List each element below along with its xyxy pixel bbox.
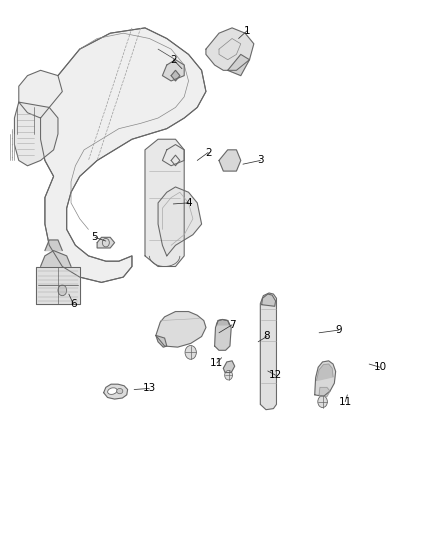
- Polygon shape: [315, 361, 336, 397]
- Text: 4: 4: [185, 198, 192, 208]
- Text: 8: 8: [264, 332, 270, 342]
- Polygon shape: [41, 28, 206, 282]
- Polygon shape: [223, 361, 235, 373]
- Polygon shape: [41, 251, 71, 266]
- Polygon shape: [14, 102, 58, 166]
- Polygon shape: [219, 150, 241, 171]
- Text: 10: 10: [374, 362, 387, 372]
- Polygon shape: [216, 319, 230, 325]
- Polygon shape: [156, 335, 167, 347]
- Polygon shape: [19, 70, 62, 118]
- Polygon shape: [215, 319, 231, 350]
- Polygon shape: [36, 266, 80, 304]
- Polygon shape: [171, 70, 180, 81]
- Polygon shape: [162, 144, 184, 166]
- Text: 9: 9: [336, 325, 342, 335]
- Polygon shape: [261, 294, 276, 306]
- Polygon shape: [104, 384, 127, 399]
- Polygon shape: [206, 28, 254, 70]
- Polygon shape: [317, 364, 333, 381]
- Polygon shape: [162, 60, 184, 81]
- Circle shape: [318, 396, 327, 408]
- Text: 2: 2: [205, 148, 212, 158]
- Circle shape: [185, 345, 196, 359]
- Text: 12: 12: [269, 370, 282, 380]
- Ellipse shape: [108, 388, 117, 394]
- Text: 11: 11: [210, 358, 223, 368]
- Polygon shape: [228, 54, 250, 76]
- Polygon shape: [45, 240, 62, 251]
- Polygon shape: [319, 387, 330, 397]
- Text: 6: 6: [70, 298, 77, 309]
- Text: 5: 5: [92, 232, 98, 243]
- Polygon shape: [156, 312, 206, 347]
- Text: 2: 2: [170, 55, 177, 64]
- Polygon shape: [171, 155, 180, 166]
- Polygon shape: [260, 293, 276, 410]
- Circle shape: [58, 285, 67, 296]
- Polygon shape: [97, 237, 115, 248]
- Text: 13: 13: [143, 383, 156, 393]
- Text: 7: 7: [229, 320, 235, 330]
- Text: 11: 11: [339, 397, 352, 407]
- Polygon shape: [158, 187, 201, 256]
- Text: 1: 1: [244, 26, 251, 36]
- Text: 3: 3: [257, 156, 264, 165]
- Circle shape: [225, 370, 233, 380]
- Ellipse shape: [117, 389, 123, 394]
- Polygon shape: [145, 139, 184, 266]
